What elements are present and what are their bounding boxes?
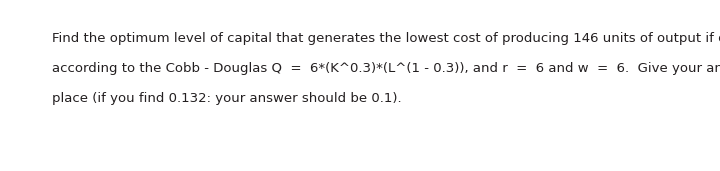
Text: Find the optimum level of capital that generates the lowest cost of producing 14: Find the optimum level of capital that g… bbox=[52, 32, 720, 45]
Text: place (if you find 0.132: your answer should be 0.1).: place (if you find 0.132: your answer sh… bbox=[52, 92, 402, 105]
Text: according to the Cobb - Douglas Q  =  6*(K^0.3)*(L^(1 - 0.3)), and r  =  6 and w: according to the Cobb - Douglas Q = 6*(K… bbox=[52, 62, 720, 75]
